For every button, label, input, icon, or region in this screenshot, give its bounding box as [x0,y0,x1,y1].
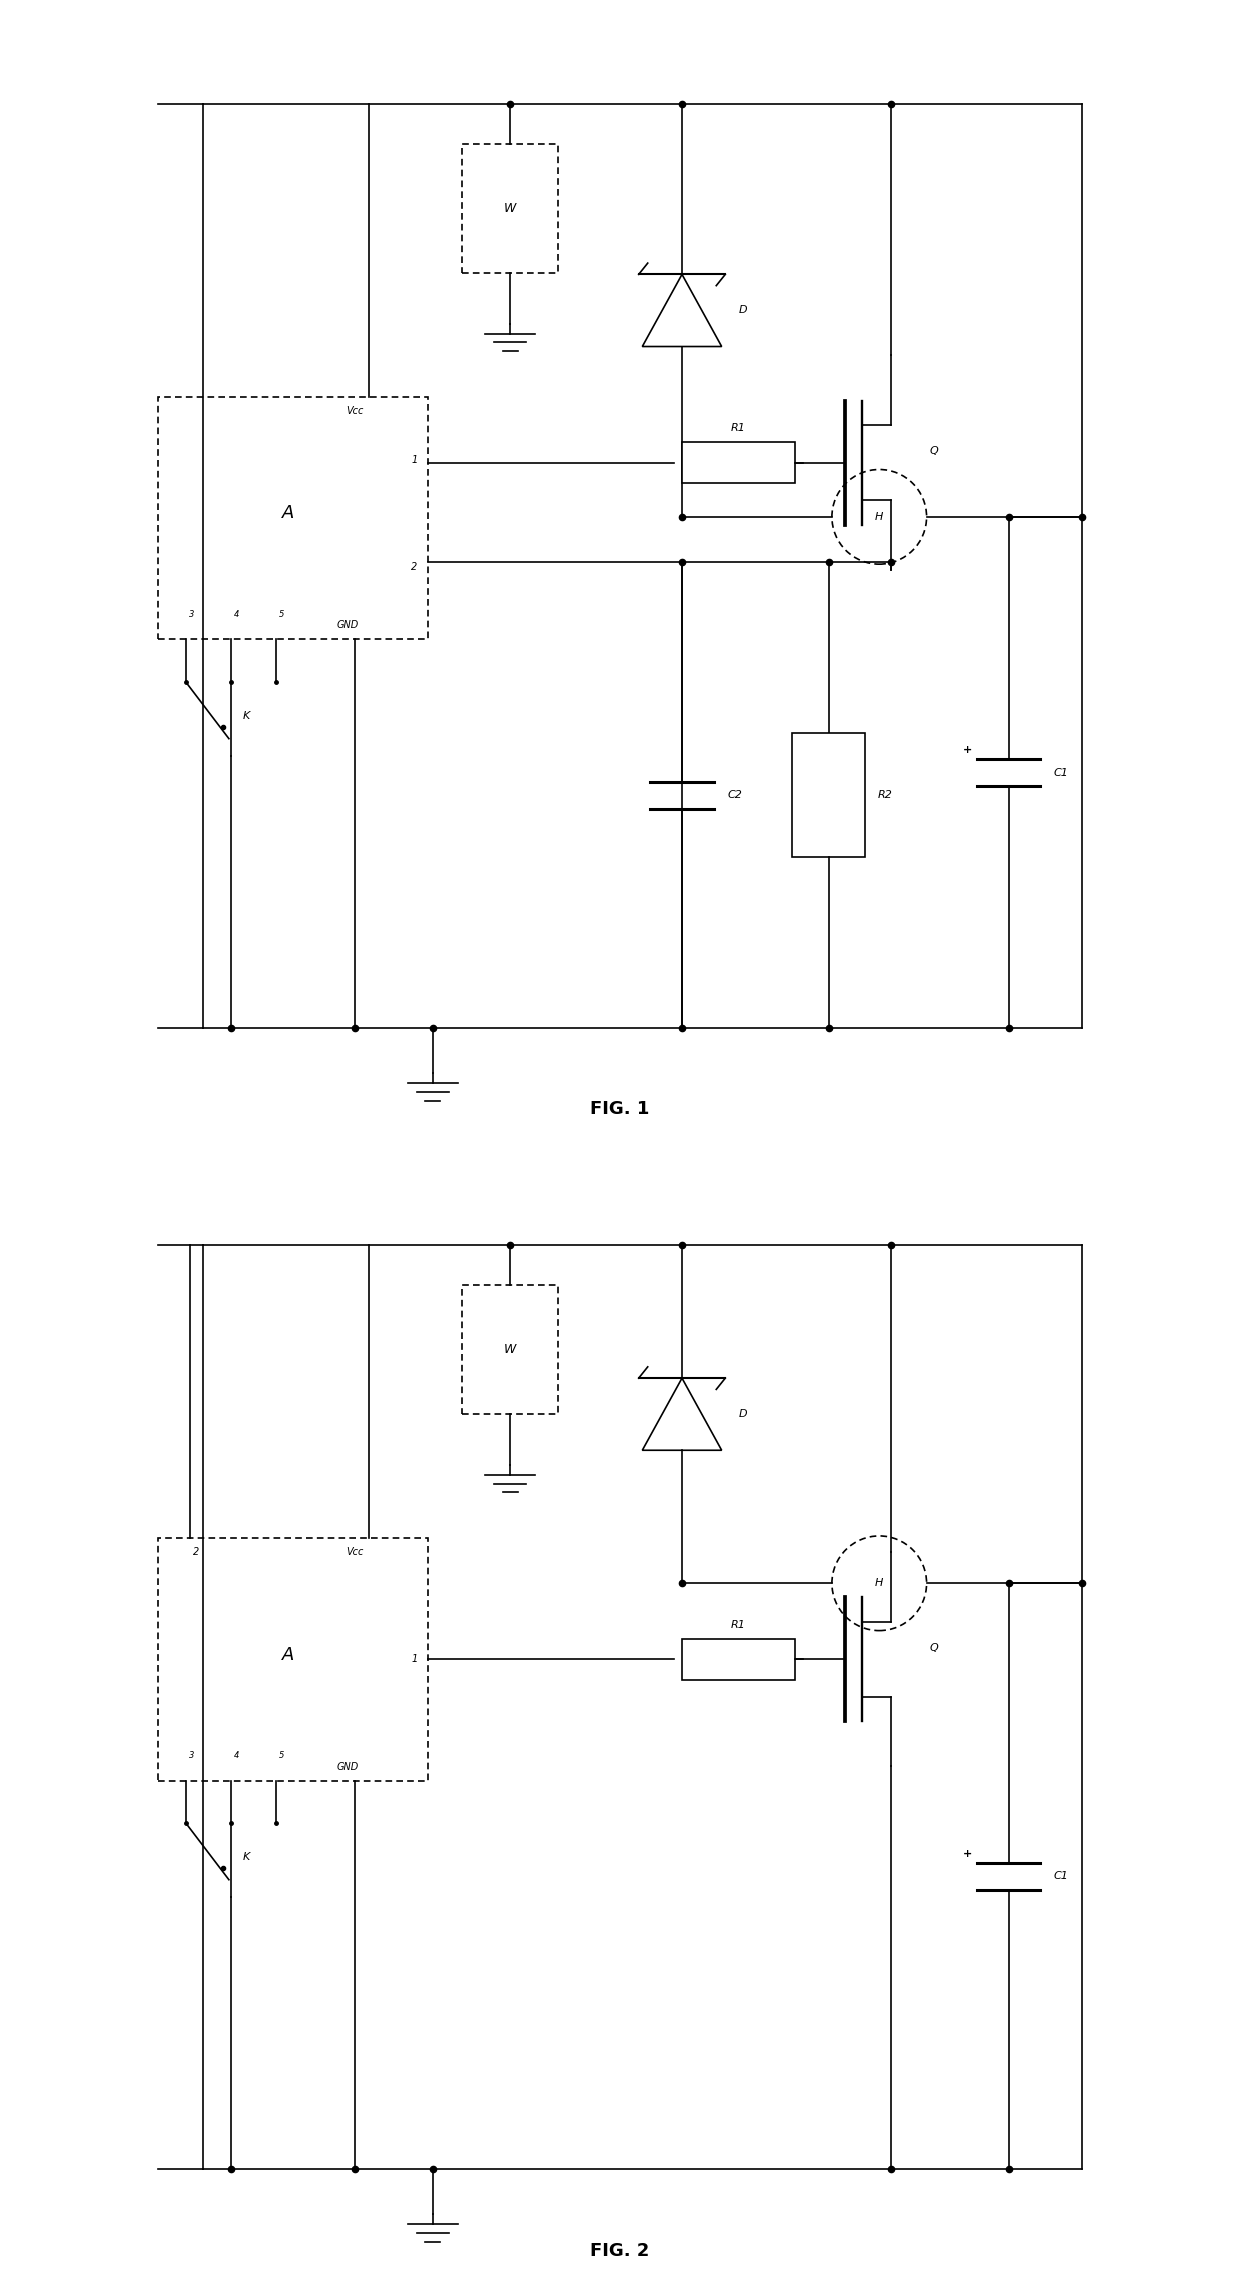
Text: 2: 2 [193,1548,200,1557]
Text: C1: C1 [1054,1871,1069,1880]
Text: H: H [875,512,883,521]
Bar [682,1639,795,1681]
Text: C1: C1 [1054,767,1069,778]
Text: 4: 4 [234,1752,239,1761]
Text: Vcc: Vcc [347,1548,365,1557]
Text: FIG. 2: FIG. 2 [590,2241,650,2259]
Bar [463,145,558,273]
Text: GND: GND [336,620,358,631]
Text: FIG. 1: FIG. 1 [590,1100,650,1118]
Text: H: H [875,1577,883,1589]
Text: R1: R1 [730,422,745,434]
Text: Q: Q [930,1644,939,1653]
Text: 4: 4 [234,611,239,620]
Text: 1: 1 [412,1655,418,1665]
Text: 3: 3 [188,611,195,620]
Text: 1: 1 [412,455,418,466]
Text: W: W [503,1343,516,1357]
Text: R2: R2 [878,790,893,799]
Text: D: D [739,1410,748,1419]
Bar [792,732,864,856]
Bar [157,1538,428,1779]
Text: D: D [739,305,748,315]
Text: 5: 5 [279,1752,284,1761]
Text: W: W [503,202,516,216]
Text: +: + [962,744,972,755]
Text: A: A [281,505,294,523]
Text: A: A [281,1646,294,1665]
Text: K: K [242,1853,249,1862]
Text: Q: Q [930,445,939,457]
Text: C2: C2 [727,790,742,799]
Bar [157,397,428,641]
Text: 5: 5 [279,611,284,620]
Text: 2: 2 [412,563,418,572]
Text: R1: R1 [730,1621,745,1630]
Bar [682,443,795,482]
Text: 3: 3 [188,1752,195,1761]
Text: +: + [962,1848,972,1860]
Bar [463,1283,558,1414]
Text: GND: GND [336,1761,358,1773]
Text: K: K [242,712,249,721]
Text: Vcc: Vcc [347,406,365,416]
